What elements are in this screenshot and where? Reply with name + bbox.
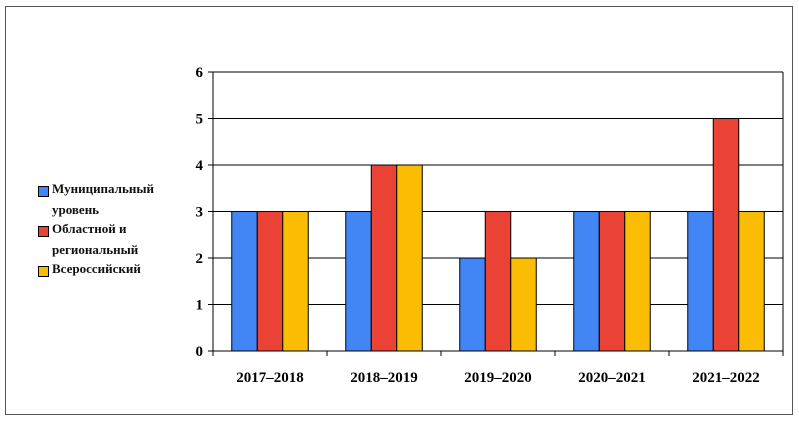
legend-item-municipal: Муниципальный уровень — [38, 181, 188, 220]
bar — [712, 118, 740, 352]
y-tick-label: 4 — [196, 158, 204, 174]
bars — [231, 118, 765, 352]
bar — [282, 211, 309, 352]
bar — [459, 257, 486, 352]
legend-swatch — [38, 186, 49, 197]
bar — [738, 211, 765, 352]
y-tick-label: 6 — [196, 65, 204, 81]
y-tick-label: 1 — [196, 298, 204, 314]
tick-labels: 0 1 2 3 4 5 6 2017–2018 2018–2019 2019–2020 2020–2… — [196, 65, 760, 386]
x-tick-label: 2018–2019 — [350, 370, 418, 386]
y-tick-label: 0 — [196, 344, 204, 360]
bar — [573, 211, 600, 352]
legend: Муниципальный уровень Областной и регион… — [38, 181, 188, 281]
bar — [231, 211, 258, 352]
legend-label: Муниципальный уровень — [52, 181, 154, 217]
legend-label: Всероссийский — [52, 261, 141, 276]
y-tick-label: 3 — [196, 205, 204, 221]
bar — [598, 211, 626, 352]
bar — [256, 211, 284, 352]
x-tick-label: 2017–2018 — [236, 370, 304, 386]
bar — [345, 211, 372, 352]
legend-label: Областной и региональный — [52, 221, 139, 257]
y-tick-label: 2 — [196, 251, 204, 267]
legend-swatch — [38, 226, 49, 237]
axes — [208, 71, 784, 356]
bar — [396, 164, 423, 352]
y-tick-label: 5 — [196, 112, 204, 128]
x-tick-label: 2019–2020 — [464, 370, 532, 386]
x-tick-label: 2020–2021 — [578, 370, 646, 386]
legend-swatch — [38, 266, 49, 277]
bar — [510, 257, 537, 352]
bar — [370, 164, 398, 352]
bar — [687, 211, 714, 352]
legend-item-all-russian: Всероссийский — [38, 261, 188, 279]
bar — [624, 211, 651, 352]
x-tick-label: 2021–2022 — [692, 370, 760, 386]
bar — [484, 211, 512, 352]
legend-item-regional: Областной и региональный — [38, 221, 188, 260]
